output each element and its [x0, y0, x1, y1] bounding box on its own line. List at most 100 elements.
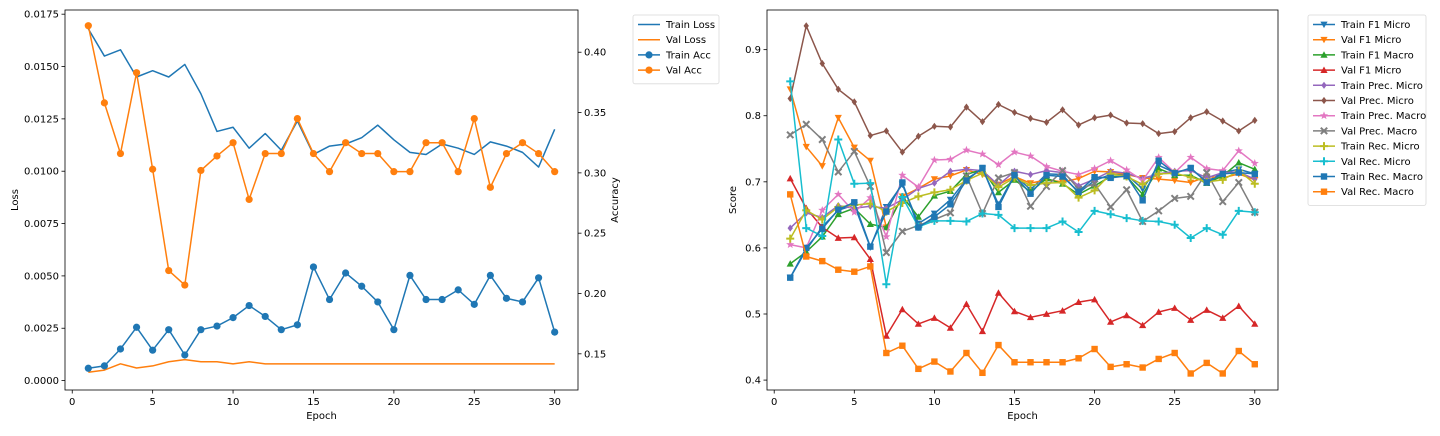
data-point-val-f1-micro	[1074, 298, 1083, 305]
legend-marker-train-prec-macro	[1319, 111, 1329, 120]
legend-label-val-prec-micro: Val Prec. Micro	[1341, 96, 1414, 107]
data-point-val-rec-micro	[786, 77, 795, 86]
legend-label-train-loss: Train Loss	[665, 20, 715, 31]
data-point-train-acc	[406, 271, 414, 279]
legend-label-train-rec-macro: Train Rec. Macro	[1340, 172, 1423, 183]
data-point-train-rec-macro	[1187, 164, 1194, 172]
data-point-train-rec-micro	[946, 185, 955, 194]
plot-frame	[64, 9, 579, 391]
x-tick-label: 25	[1168, 397, 1181, 408]
data-point-val-prec-micro	[1107, 111, 1114, 119]
x-axis-label: Epoch	[306, 411, 337, 422]
data-point-val-rec-macro	[803, 253, 810, 260]
data-point-val-prec-macro	[1234, 178, 1243, 187]
data-point-train-acc	[245, 301, 253, 310]
data-point-train-rec-macro	[867, 243, 874, 250]
data-point-train-prec-macro	[1122, 165, 1131, 174]
data-point-train-prec-macro	[882, 232, 891, 241]
data-point-val-rec-micro	[1186, 234, 1195, 242]
data-point-val-f1-micro	[914, 320, 922, 327]
data-point-val-prec-macro	[802, 120, 811, 129]
y-tick-label: 0.5	[745, 310, 761, 321]
data-point-val-rec-micro	[946, 216, 955, 225]
data-point-val-f1-micro	[994, 289, 1003, 296]
data-point-val-rec-macro	[1075, 355, 1082, 362]
data-point-val-prec-macro	[1170, 194, 1179, 203]
y-axis-label: Score	[728, 186, 739, 214]
data-point-val-acc	[470, 114, 478, 123]
data-point-train-acc	[551, 328, 559, 336]
legend-marker-val-acc	[645, 66, 653, 74]
data-point-val-rec-macro	[1219, 370, 1226, 377]
data-point-val-f1-micro	[1251, 320, 1259, 327]
data-point-train-rec-macro	[1155, 157, 1162, 164]
data-point-train-rec-macro	[1203, 179, 1210, 186]
data-point-train-prec-macro	[786, 240, 795, 249]
legend-marker-train-f1-macro	[1320, 51, 1328, 58]
data-point-val-rec-micro	[1218, 230, 1227, 239]
data-point-val-f1-micro	[866, 255, 874, 263]
data-point-train-rec-macro	[1075, 188, 1082, 195]
series-line-val-f1-micro	[789, 178, 1256, 337]
y2-tick-label: 0.25	[584, 229, 606, 240]
data-point-val-rec-macro	[1203, 359, 1210, 367]
series-line-val-prec-micro	[789, 25, 1256, 153]
data-point-train-rec-micro	[1218, 175, 1227, 184]
data-point-val-acc	[358, 149, 366, 158]
data-point-val-prec-macro	[1122, 185, 1131, 194]
data-point-val-rec-micro	[802, 224, 811, 233]
data-point-train-acc	[309, 263, 318, 271]
data-point-val-prec-micro	[1091, 114, 1098, 122]
data-point-val-prec-micro	[947, 123, 954, 131]
x-axis-label: Epoch	[1007, 411, 1038, 422]
data-point-val-f1-micro	[1187, 316, 1195, 323]
data-point-train-f1-macro	[1251, 165, 1259, 173]
data-point-train-prec-macro	[1218, 166, 1227, 175]
data-point-train-rec-macro	[995, 203, 1002, 211]
data-point-val-f1-micro	[866, 157, 874, 165]
data-point-train-prec-macro	[1042, 162, 1051, 171]
loss-accuracy-chart: 0 5 10 15 20 25 30 0.0000 0.0025 0.0050 0.0075 0.01…	[10, 9, 720, 422]
series-line-train-loss	[87, 28, 556, 168]
legend-label-train-prec-macro: Train Prec. Macro	[1340, 111, 1426, 122]
data-point-train-rec-micro	[786, 234, 795, 243]
data-point-val-prec-macro	[818, 135, 827, 144]
y2-tick-label: 0.40	[584, 48, 606, 59]
data-point-val-rec-macro	[1011, 359, 1018, 366]
data-point-val-acc	[551, 168, 559, 176]
data-point-val-f1-micro	[1042, 310, 1051, 317]
data-point-val-f1-micro	[962, 300, 971, 307]
data-point-val-rec-macro	[1251, 361, 1258, 368]
data-point-train-prec-macro	[850, 207, 859, 216]
data-point-train-prec-macro	[1234, 146, 1243, 155]
legend-label-train-rec-micro: Train Rec. Micro	[1340, 142, 1420, 153]
series-group	[786, 22, 1259, 377]
data-point-train-acc	[502, 294, 511, 302]
data-point-val-rec-micro	[1138, 216, 1147, 225]
data-point-train-prec-macro	[866, 193, 875, 202]
data-point-train-prec-micro	[1252, 175, 1258, 183]
x-tick-label: 25	[468, 397, 481, 408]
legend-marker-train-f1-micro	[1320, 21, 1328, 29]
legend-label-val-f1-micro: Val F1 Micro	[1341, 35, 1401, 46]
data-point-train-prec-macro	[1250, 159, 1259, 167]
data-point-val-acc	[438, 139, 446, 147]
data-point-train-acc	[518, 298, 527, 306]
series-line-val-prec-macro	[789, 123, 1256, 254]
data-point-val-rec-micro	[866, 179, 875, 188]
data-point-train-rec-macro	[979, 164, 986, 172]
legend-label-train-f1-macro: Train F1 Macro	[1340, 50, 1414, 61]
data-point-val-prec-micro	[1059, 106, 1066, 114]
data-point-train-acc	[165, 326, 173, 334]
data-point-val-f1-micro	[1219, 314, 1227, 321]
data-point-train-prec-macro	[834, 190, 843, 198]
data-point-train-acc	[535, 274, 543, 282]
data-point-train-prec-macro	[930, 155, 939, 164]
series-line-train-f1-macro	[789, 161, 1256, 265]
data-point-train-rec-macro	[1171, 170, 1178, 177]
data-point-val-prec-macro	[850, 147, 859, 156]
data-point-val-acc	[406, 168, 414, 176]
data-point-val-rec-macro	[1187, 370, 1194, 377]
data-point-train-prec-macro	[962, 145, 971, 154]
